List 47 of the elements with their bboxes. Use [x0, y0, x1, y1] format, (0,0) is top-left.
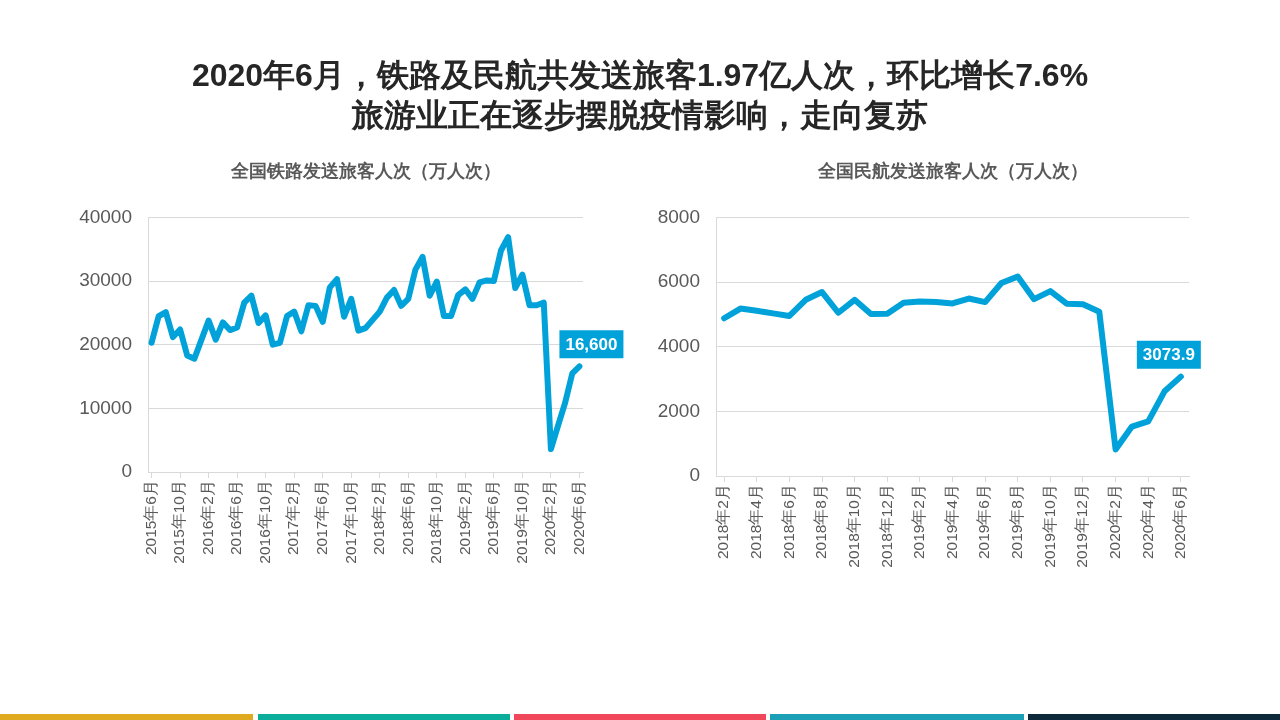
y-tick-label: 20000: [79, 332, 132, 354]
x-tick-label: 2019年6月: [484, 480, 502, 556]
x-tick-label: 2015年6月: [141, 480, 159, 556]
x-tick-label: 2017年2月: [284, 480, 302, 556]
x-tick-label: 2018年2月: [714, 484, 732, 560]
x-tick-label: 2018年6月: [779, 484, 797, 560]
x-tick-label: 2017年6月: [312, 480, 330, 556]
x-tick-label: 2018年2月: [370, 480, 388, 556]
data-label: 16,600: [565, 335, 618, 355]
y-tick-label: 8000: [657, 205, 700, 227]
data-label: 3073.9: [1142, 345, 1195, 365]
y-tick-label: 0: [121, 460, 132, 482]
x-tick-label: 2018年6月: [398, 480, 416, 556]
y-tick-label: 2000: [657, 399, 700, 421]
x-tick-label: 2019年4月: [942, 484, 960, 560]
x-tick-label: 2020年4月: [1138, 484, 1156, 560]
chart-title: 全国民航发送旅客人次（万人次）: [816, 160, 1089, 183]
x-tick-label: 2015年10月: [170, 480, 188, 564]
x-tick-label: 2019年10月: [512, 480, 530, 564]
x-tick-label: 2020年2月: [1105, 484, 1123, 560]
x-tick-label: 2018年12月: [877, 484, 895, 568]
x-tick-label: 2016年6月: [227, 480, 245, 556]
x-tick-label: 2019年8月: [1008, 484, 1026, 560]
text: 2020年6月，铁路及民航共发送旅客1.97亿人次，环比增长7.6%: [190, 56, 1090, 95]
y-tick-label: 10000: [79, 396, 132, 418]
x-tick-label: 2018年4月: [747, 484, 765, 560]
x-tick-label: 2016年10月: [255, 480, 273, 564]
x-tick-label: 2019年10月: [1040, 484, 1058, 568]
x-tick-label: 2020年2月: [541, 480, 559, 556]
x-tick-label: 2019年2月: [910, 484, 928, 560]
y-tick-label: 6000: [657, 270, 700, 292]
x-tick-label: 2018年10月: [427, 480, 445, 564]
x-tick-label: 2020年6月: [1171, 484, 1189, 560]
y-tick-label: 40000: [79, 205, 132, 227]
x-tick-label: 2019年6月: [975, 484, 993, 560]
x-tick-label: 2019年2月: [455, 480, 473, 556]
x-tick-label: 2020年6月: [569, 480, 587, 556]
chart-title: 全国铁路发送旅客人次（万人次）: [229, 160, 502, 183]
x-tick-label: 2018年8月: [812, 484, 830, 560]
y-tick-label: 0: [689, 464, 700, 486]
x-tick-label: 2017年10月: [341, 480, 359, 564]
text: 旅游业正在逐步摆脱疫情影响，走向复苏: [350, 96, 929, 135]
y-tick-label: 30000: [79, 269, 132, 291]
y-tick-label: 4000: [657, 334, 700, 356]
x-tick-label: 2016年2月: [198, 480, 216, 556]
x-tick-label: 2018年10月: [844, 484, 862, 568]
x-tick-label: 2019年12月: [1073, 484, 1091, 568]
